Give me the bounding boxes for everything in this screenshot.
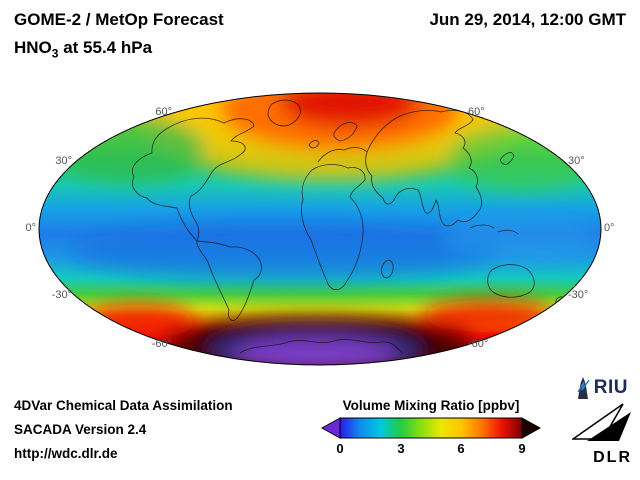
- lat-label-eq-right: 0°: [604, 222, 615, 234]
- pressure-level-label: at 55.4 hPa: [58, 38, 153, 57]
- species-subscript: 3: [51, 46, 59, 61]
- colorbar-title: Volume Mixing Ratio [ppbv]: [342, 398, 520, 413]
- tick-0: 0: [336, 441, 344, 456]
- lat-label-60n-left: 60°: [155, 106, 172, 118]
- lat-label-60n-right: 60°: [468, 106, 485, 118]
- colorbar-under-arrow: [320, 417, 341, 439]
- riu-logo: RIU: [576, 377, 628, 399]
- riu-logo-text: RIU: [593, 377, 628, 398]
- tick-3: 3: [397, 441, 405, 456]
- lat-label-30s-right: -30°: [568, 289, 589, 301]
- colorbar-gradient-bar: [339, 417, 523, 439]
- assimilation-label: 4DVar Chemical Data Assimilation: [14, 398, 233, 413]
- datetime-label: Jun 29, 2014, 12:00 GMT: [429, 10, 626, 29]
- dlr-logo: DLR: [568, 402, 632, 467]
- colorbar-ticks: 0 3 6 9: [318, 441, 544, 457]
- dlr-emblem-icon: [570, 403, 631, 441]
- tick-9: 9: [518, 441, 526, 456]
- version-label: SACADA Version 2.4: [14, 422, 147, 437]
- tick-6: 6: [457, 441, 465, 456]
- header-left: GOME-2 / MetOp Forecast HNO3 at 55.4 hPa: [14, 10, 224, 60]
- lat-label-30n-right: 30°: [568, 155, 585, 167]
- species-level-subtitle: HNO3 at 55.4 hPa: [14, 38, 224, 60]
- map-outline: [38, 92, 602, 366]
- wdc-url-link[interactable]: http://wdc.dlr.de: [14, 446, 118, 461]
- colorbar: Volume Mixing Ratio [ppbv] 0 3 6 9: [318, 398, 544, 457]
- lat-label-eq-left: 0°: [25, 222, 36, 234]
- footer-info: 4DVar Chemical Data Assimilation SACADA …: [14, 394, 233, 466]
- lat-label-30s-left: -30°: [51, 289, 72, 301]
- species-label: HNO: [14, 38, 52, 57]
- lat-label-60s-right: -60°: [468, 338, 489, 350]
- coastlines: [132, 99, 564, 355]
- lat-label-30n-left: 30°: [55, 155, 72, 167]
- colorbar-scale: [320, 417, 542, 439]
- dlr-logo-text: DLR: [593, 449, 632, 466]
- lat-label-60s-left: -60°: [151, 338, 172, 350]
- colorbar-over-arrow: [521, 417, 542, 439]
- page-title: GOME-2 / MetOp Forecast: [14, 10, 224, 29]
- riu-spire-icon: [577, 377, 590, 399]
